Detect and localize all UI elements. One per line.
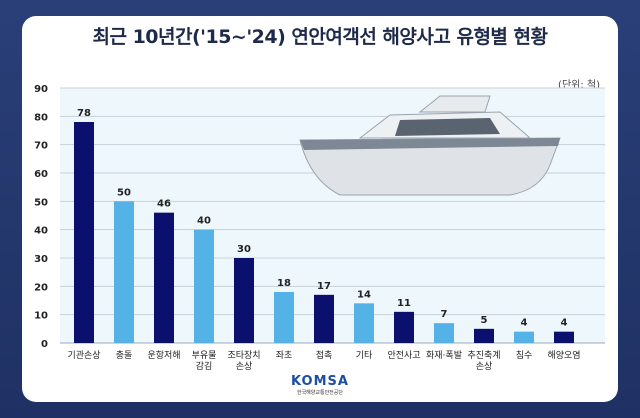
bar (514, 331, 534, 343)
bar (74, 122, 94, 343)
chart-title: 최근 10년간('15~'24) 연안여객선 해양사고 유형별 현황 (92, 26, 548, 48)
y-tick-label: 80 (34, 112, 48, 123)
y-tick-label: 70 (34, 141, 48, 152)
x-tick-label: 접촉 (316, 349, 333, 361)
data-label: 50 (117, 187, 131, 198)
y-tick-label: 10 (34, 311, 48, 322)
x-tick-label: 부유물 (192, 350, 217, 361)
bar (314, 294, 334, 343)
data-label: 4 (521, 318, 528, 329)
data-label: 11 (397, 298, 411, 309)
logo-text: KOMSA (291, 374, 349, 389)
x-tick-label: 기관손상 (67, 350, 100, 361)
x-tick-label: 침수 (516, 350, 533, 361)
y-tick-label: 90 (34, 84, 48, 95)
bar (354, 303, 374, 343)
x-tick-label: 조타장치 (227, 349, 260, 361)
y-tick-label: 40 (34, 226, 48, 237)
x-tick-label: 추진축계 (467, 349, 500, 361)
y-tick-label: 0 (41, 339, 48, 350)
data-label: 30 (237, 244, 251, 255)
data-label: 17 (317, 281, 331, 292)
bar (394, 311, 414, 343)
x-tick-label: 해양오염 (547, 350, 580, 361)
bar (554, 331, 574, 343)
bar (474, 328, 494, 343)
data-label: 5 (481, 315, 488, 326)
y-tick-label: 50 (34, 197, 48, 208)
y-tick-label: 30 (34, 254, 48, 265)
data-label: 4 (561, 318, 568, 329)
data-label: 7 (441, 309, 448, 320)
komsa-logo: KOMSA 한국해양교통안전공단 (0, 374, 640, 396)
x-tick-label: 손상 (476, 361, 493, 372)
x-tick-label: 화재·폭발 (426, 350, 462, 361)
x-tick-label: 충돌 (116, 350, 133, 361)
x-tick-label: 기타 (356, 350, 373, 361)
data-label: 14 (357, 289, 371, 300)
x-tick-label: 손상 (236, 361, 253, 372)
data-label: 40 (197, 216, 211, 227)
logo-subtitle: 한국해양교통안전공단 (296, 390, 343, 396)
y-tick-label: 20 (34, 282, 48, 293)
bar (154, 212, 174, 343)
data-label: 78 (77, 108, 91, 119)
bar (194, 229, 214, 343)
bar (114, 201, 134, 343)
bar (234, 258, 254, 343)
bar (434, 323, 454, 343)
y-tick-label: 60 (34, 169, 48, 180)
ship-illustration (299, 95, 561, 196)
x-tick-label: 감김 (196, 360, 213, 372)
data-label: 46 (157, 199, 171, 210)
bar (274, 292, 294, 343)
x-tick-label: 운항저해 (147, 350, 180, 361)
unit-label: (단위: 척) (558, 80, 600, 91)
x-tick-label: 좌초 (276, 350, 293, 361)
x-tick-label: 안전사고 (387, 350, 420, 361)
data-label: 18 (277, 278, 291, 289)
